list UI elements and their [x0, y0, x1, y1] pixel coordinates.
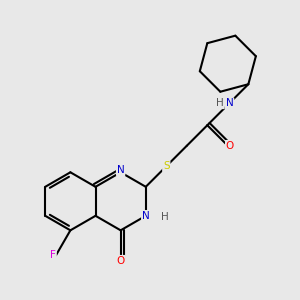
Text: O: O — [116, 256, 125, 266]
Text: O: O — [226, 141, 234, 151]
Text: H: H — [160, 212, 168, 222]
Text: S: S — [163, 161, 169, 171]
Text: H: H — [216, 98, 224, 108]
Text: N: N — [117, 165, 124, 175]
Text: N: N — [226, 98, 233, 108]
Text: N: N — [142, 211, 150, 221]
Text: F: F — [50, 250, 56, 260]
